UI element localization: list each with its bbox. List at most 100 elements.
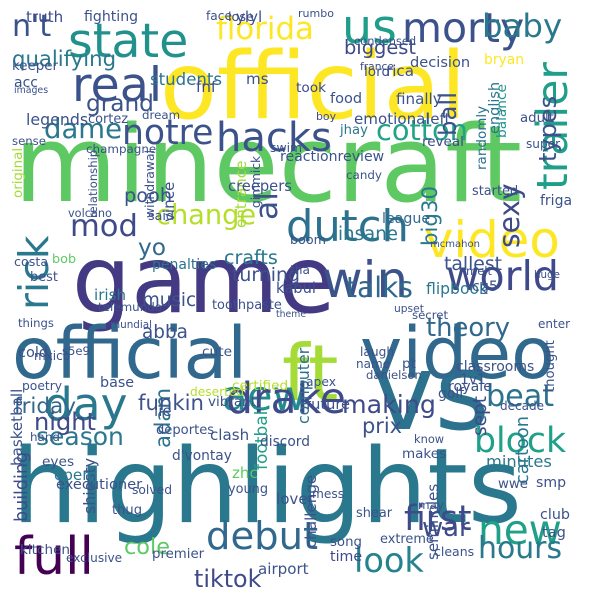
- word-boy: boy: [316, 110, 337, 123]
- word-world: world: [446, 252, 559, 300]
- word-making: making: [342, 390, 436, 419]
- word-kitchen: kitchen: [20, 542, 71, 558]
- word-hacks: hacks: [216, 115, 332, 161]
- word-poetry: poetry: [22, 379, 63, 393]
- word-dream: dream: [142, 108, 181, 122]
- word-cartoon: cartoon: [512, 416, 533, 484]
- word-prix: prix: [362, 414, 403, 438]
- word-left: left: [426, 110, 451, 128]
- word-zhc: zhc: [232, 464, 258, 482]
- word-acc: acc: [14, 75, 38, 91]
- word-deserted: deserted: [190, 385, 245, 399]
- word-morty: morty: [402, 4, 525, 52]
- word-dame: dame: [44, 113, 123, 145]
- word-block: block: [474, 421, 567, 461]
- word-reveal: reveal: [422, 134, 464, 150]
- word-cleans: cleans: [434, 544, 475, 559]
- word-biggest: biggest: [344, 36, 416, 59]
- word-mcmahon: mcmahon: [430, 239, 480, 250]
- word-game: game: [72, 226, 336, 334]
- word-volcano: volcano: [68, 207, 112, 220]
- word-aew: aew: [222, 372, 307, 420]
- word-original: original: [11, 147, 26, 198]
- word-time: time: [330, 549, 363, 565]
- word-costa: costa: [14, 254, 49, 269]
- word-day: day: [44, 378, 128, 431]
- word-highlights: highlights: [12, 427, 522, 547]
- word-pooh: pooh: [124, 184, 173, 207]
- word-tha: tha: [290, 263, 310, 277]
- word-hand: hand: [30, 430, 60, 444]
- word-enter: enter: [538, 317, 571, 331]
- word-mod: mod: [70, 209, 138, 244]
- word-friday: friday: [14, 394, 76, 419]
- word-talks: talks: [346, 271, 413, 304]
- word-ms: ms: [246, 70, 269, 88]
- word-champagne: champagne: [86, 142, 157, 156]
- word-golf: golf: [438, 386, 465, 402]
- word-song: song: [330, 535, 362, 550]
- word-war: war: [422, 513, 470, 543]
- word-mundial: mundial: [110, 319, 153, 331]
- word-know: know: [414, 432, 445, 446]
- word-dutch: dutch: [286, 202, 409, 252]
- word-drake: drake: [226, 374, 347, 424]
- word-royale: royale: [448, 379, 492, 395]
- word-crafts: crafts: [224, 246, 278, 269]
- word-rica: rica: [386, 62, 414, 80]
- word-reactionreview: reactionreview: [280, 149, 385, 165]
- word-cotton: cotton: [376, 113, 468, 147]
- word-may: may: [418, 498, 444, 512]
- word-eyes: eyes: [42, 454, 75, 470]
- word-cole: cole: [124, 534, 171, 560]
- word-lover: lover: [276, 490, 314, 508]
- word-official: official: [160, 32, 467, 140]
- word-balance: balance: [494, 84, 510, 138]
- word-theory: theory: [426, 313, 510, 343]
- word-turning: turning: [232, 264, 300, 286]
- word-laugh: laugh: [360, 345, 395, 359]
- word-state: state: [68, 14, 189, 69]
- word-video: video: [424, 211, 560, 269]
- word-open: open: [54, 466, 92, 484]
- word-keeper: keeper: [12, 59, 58, 74]
- word-thug: thug: [112, 503, 143, 518]
- word-qualifying: qualifying: [12, 46, 117, 71]
- word-smp: smp: [536, 475, 567, 491]
- word-notre: notre: [122, 113, 214, 153]
- word-started: started: [472, 184, 519, 199]
- word-legends: legends: [26, 110, 89, 129]
- word-irish: irish: [94, 286, 127, 304]
- word-extreme: extreme: [380, 532, 434, 547]
- word-debut: debut: [206, 514, 319, 559]
- word-minutes: minutes: [486, 452, 552, 471]
- word-s5e9: s5e9: [62, 344, 90, 358]
- word-ft: ft: [282, 329, 339, 419]
- word-france: france: [360, 60, 394, 73]
- word-name: name: [356, 357, 391, 371]
- word-hours: hours: [478, 531, 563, 566]
- word-tallest: tallest: [444, 254, 503, 275]
- word-funkin: funkin: [138, 390, 204, 415]
- word-secret: secret: [412, 308, 449, 322]
- word-cg5: cg5: [472, 279, 499, 295]
- word-thought: thought: [543, 340, 558, 392]
- word-said: said: [148, 208, 174, 223]
- word-students: students: [150, 70, 223, 89]
- word-basketball: basketball: [8, 388, 26, 466]
- word-best: best: [30, 270, 58, 285]
- word-challenge: challenge: [302, 474, 320, 548]
- word-flipbook: flipbook: [426, 280, 489, 298]
- word-decision: decision: [410, 54, 471, 71]
- word-club: club: [540, 507, 570, 523]
- word-young: young: [228, 482, 269, 497]
- word-vibrant: vibrant: [208, 394, 256, 410]
- word-premier: premier: [152, 547, 205, 562]
- word-season: season: [36, 422, 124, 451]
- word-types: types: [534, 95, 562, 162]
- word-real: real: [72, 58, 163, 113]
- word-apex: apex: [306, 375, 336, 389]
- word-pt: pt: [402, 356, 416, 372]
- word-truth: truth: [26, 8, 64, 26]
